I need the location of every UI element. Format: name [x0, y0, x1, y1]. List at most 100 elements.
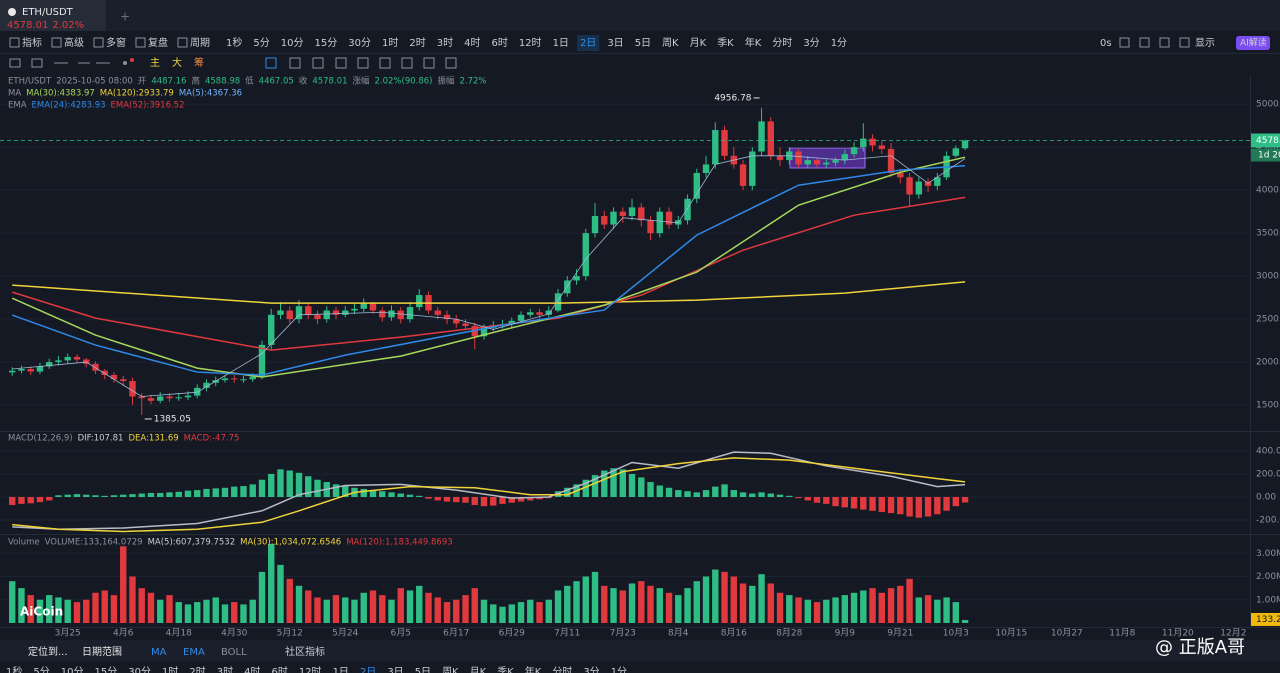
macd-bar [92, 495, 99, 497]
period-option[interactable]: 3分 [583, 666, 599, 673]
toolbar-item[interactable]: 多窗 [106, 36, 126, 49]
ai-button[interactable] [1236, 36, 1270, 50]
tool-icon[interactable] [357, 57, 369, 69]
period-option[interactable]: 30分 [348, 37, 371, 49]
period-option[interactable]: 1秒 [6, 665, 22, 673]
macd-bar [813, 496, 821, 503]
period-option[interactable]: 12时 [299, 666, 322, 673]
tool-icon[interactable] [31, 58, 43, 68]
period-option[interactable]: 12时 [519, 37, 542, 49]
ai-label[interactable]: AI解读 [1240, 37, 1267, 49]
volume-bar [166, 595, 173, 623]
volume-last-tag [1251, 612, 1280, 626]
period-option[interactable]: 季K [497, 666, 514, 673]
period-option[interactable]: 3日 [387, 667, 403, 673]
toolbar [0, 32, 1280, 53]
period-option[interactable]: 10分 [281, 37, 304, 49]
tool-icon[interactable] [379, 57, 391, 69]
toolbar-item[interactable]: 高级 [64, 36, 84, 49]
period-option[interactable]: 10分 [61, 666, 84, 673]
period-option[interactable]: 5分 [253, 37, 269, 49]
period-option[interactable]: 月K [470, 666, 487, 673]
toolbar-icon[interactable] [1159, 37, 1170, 48]
period-option[interactable]: 6时 [491, 37, 507, 49]
candle-body [184, 395, 192, 398]
period-option[interactable]: 周K [442, 666, 459, 673]
tool-icon[interactable] [265, 57, 277, 69]
macd-bar [9, 496, 16, 506]
legend-text: 4588.98 [205, 77, 240, 87]
period-option[interactable]: 周K [662, 37, 679, 49]
tab-bar [0, 0, 1280, 31]
period-option[interactable]: 2日 [580, 38, 596, 49]
period-option[interactable]: 5分 [33, 666, 49, 673]
indicator-line [11, 156, 966, 378]
toolbar-icon[interactable] [1179, 37, 1190, 48]
candle-body [147, 398, 155, 401]
toolbar-icon[interactable] [1119, 37, 1130, 48]
macd-bar [601, 470, 608, 497]
period-option[interactable]: 3时 [437, 37, 453, 49]
overlay-button[interactable]: 主 [150, 57, 160, 69]
period-option[interactable]: 6时 [271, 666, 287, 673]
toolbar-item[interactable]: 周期 [190, 37, 210, 49]
period-option[interactable]: 分时 [552, 666, 572, 673]
period-option[interactable]: 5日 [635, 38, 651, 49]
period-option[interactable]: 3分 [803, 37, 819, 49]
volume-bar [906, 578, 913, 623]
tool-icon[interactable] [123, 61, 127, 65]
toolbar-item[interactable]: 指标 [22, 36, 42, 49]
volume-bar [110, 595, 118, 623]
x-tick-label: 7月11 [554, 628, 580, 639]
toolbar-right[interactable]: 0s [1100, 38, 1112, 49]
period-option[interactable]: 年K [745, 36, 762, 49]
tool-icon[interactable] [312, 57, 324, 69]
tool-icon[interactable] [445, 57, 457, 69]
period-option[interactable]: 月K [690, 37, 707, 49]
volume-bar [749, 585, 756, 623]
bottom-button[interactable]: 定位到... [28, 645, 68, 658]
tab[interactable] [0, 0, 106, 31]
period-option[interactable]: 3时 [217, 666, 233, 673]
overlay-button[interactable]: 筹 [194, 56, 204, 69]
bottom-button[interactable]: 日期范围 [82, 645, 122, 658]
period-option[interactable]: 30分 [128, 666, 151, 673]
period-option[interactable]: 1日 [553, 38, 569, 49]
period-option[interactable]: 15分 [94, 666, 117, 673]
period-option[interactable]: 4时 [244, 666, 260, 673]
period-option[interactable]: 1秒 [226, 36, 242, 49]
tool-icon[interactable] [335, 57, 347, 69]
period-option[interactable]: 季K [717, 37, 734, 49]
period-option[interactable]: 1日 [333, 667, 349, 673]
period-option[interactable]: 2时 [409, 37, 425, 49]
candle-body [758, 121, 765, 152]
period-option[interactable]: 1时 [382, 37, 398, 49]
volume-bar [739, 583, 747, 623]
macd-bar [194, 490, 201, 497]
toolbar-right[interactable]: 显示 [1195, 37, 1215, 49]
community-indicators[interactable]: 社区指标 [285, 645, 325, 658]
period-option[interactable]: 分时 [772, 37, 792, 49]
indicator-toggle[interactable]: BOLL [221, 647, 247, 658]
candle-body [638, 207, 645, 221]
period-option[interactable]: 2时 [189, 666, 205, 673]
period-option[interactable]: 1分 [831, 37, 847, 49]
period-option[interactable]: 5日 [415, 667, 431, 673]
period-option[interactable]: 15分 [314, 37, 337, 49]
toolbar-item[interactable]: 复盘 [148, 36, 168, 49]
period-option[interactable]: 1分 [611, 666, 627, 673]
tool-icon[interactable] [9, 58, 21, 68]
period-option[interactable]: 4时 [464, 37, 480, 49]
add-tab[interactable]: + [120, 10, 130, 24]
toolbar-icon[interactable] [1139, 37, 1150, 48]
period-option[interactable]: 年K [525, 665, 542, 673]
tool-icon[interactable] [423, 57, 435, 69]
period-option[interactable]: 3日 [607, 38, 623, 49]
overlay-button[interactable]: 大 [172, 56, 182, 69]
period-option[interactable]: 1时 [162, 666, 178, 673]
tool-icon[interactable] [289, 57, 301, 69]
tool-icon[interactable] [401, 57, 413, 69]
indicator-toggle[interactable]: MA [151, 647, 167, 658]
period-option[interactable]: 2日 [360, 667, 376, 673]
indicator-toggle[interactable]: EMA [183, 647, 205, 658]
